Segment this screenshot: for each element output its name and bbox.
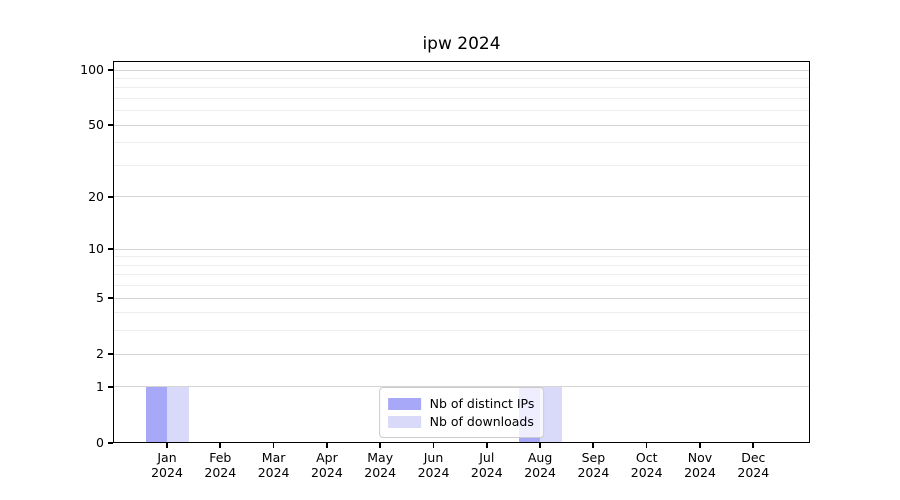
x-tick-label: Nov 2024: [684, 450, 716, 480]
legend-item-distinct-ips: Nb of distinct IPs: [387, 396, 535, 411]
x-tick-mark: [592, 443, 595, 448]
legend-item-downloads: Nb of downloads: [387, 414, 535, 429]
y-tick-mark: [108, 124, 113, 127]
x-tick-label: Mar 2024: [257, 450, 290, 480]
y-tick-label: 1: [96, 378, 104, 394]
gridline-minor: [113, 285, 810, 287]
gridline-minor: [113, 77, 810, 79]
plot-area: Nb of distinct IPs Nb of downloads: [113, 61, 810, 443]
x-tick-label: Apr 2024: [310, 450, 343, 480]
x-tick-mark: [752, 443, 755, 448]
x-tick-mark: [379, 443, 381, 448]
y-tick-label: 0: [96, 435, 104, 450]
gridline-major: [113, 386, 810, 388]
y-tick-mark: [108, 385, 113, 388]
chart-title: ipw 2024: [422, 34, 501, 54]
x-tick-mark: [485, 443, 488, 448]
gridline-minor: [113, 98, 810, 100]
y-tick-label: 100: [80, 62, 104, 78]
y-tick-mark: [108, 353, 113, 356]
y-tick-label: 2: [96, 346, 104, 362]
bar-downloads: [167, 386, 189, 443]
x-tick-label: Jun 2024: [417, 450, 450, 480]
x-tick-mark: [645, 443, 648, 448]
x-tick-label: Jul 2024: [470, 450, 503, 480]
x-tick-label: Feb 2024: [204, 450, 237, 480]
gridline-minor: [113, 256, 810, 258]
y-tick-label: 5: [96, 290, 104, 306]
gridline-minor: [113, 87, 810, 89]
gridline-minor: [113, 264, 810, 266]
x-tick-mark: [539, 443, 541, 448]
x-tick-mark: [432, 443, 435, 448]
y-tick-mark: [108, 297, 113, 299]
legend-label-distinct-ips: Nb of distinct IPs: [429, 396, 535, 411]
y-tick-label: 50: [88, 117, 104, 133]
y-tick-mark: [108, 69, 113, 71]
x-tick-mark: [272, 443, 275, 448]
y-tick-mark: [108, 442, 113, 444]
y-tick-mark: [108, 248, 113, 251]
x-tick-label: May 2024: [364, 450, 397, 480]
gridline-major: [113, 124, 810, 126]
legend-swatch-downloads: [387, 415, 421, 428]
x-tick-label: Sep 2024: [577, 450, 610, 480]
gridline-major: [113, 353, 810, 355]
gridline-minor: [113, 142, 810, 144]
gridline-minor: [113, 330, 810, 332]
gridline-minor: [113, 110, 810, 112]
y-tick-mark: [108, 195, 113, 198]
legend: Nb of distinct IPs Nb of downloads: [378, 387, 545, 438]
x-tick-mark: [699, 443, 701, 448]
gridline-major: [113, 196, 810, 198]
legend-swatch-distinct-ips: [387, 397, 421, 410]
bar-distinct-ips: [145, 386, 167, 443]
gridline-minor: [113, 274, 810, 276]
legend-label-downloads: Nb of downloads: [429, 414, 534, 429]
x-tick-label: Oct 2024: [630, 450, 663, 480]
x-tick-label: Aug 2024: [524, 450, 556, 480]
x-tick-mark: [166, 443, 168, 448]
y-tick-label: 20: [88, 188, 104, 204]
x-tick-label: Dec 2024: [737, 450, 770, 480]
y-tick-label: 10: [88, 241, 104, 257]
gridline-major: [113, 69, 810, 71]
gridline-minor: [113, 312, 810, 314]
bar-downloads: [540, 386, 562, 443]
gridline-minor: [113, 165, 810, 166]
x-tick-mark: [219, 443, 222, 448]
gridline-major: [113, 297, 810, 299]
x-tick-label: Jan 2024: [151, 450, 183, 480]
gridline-major: [113, 248, 810, 250]
x-tick-mark: [325, 443, 328, 448]
